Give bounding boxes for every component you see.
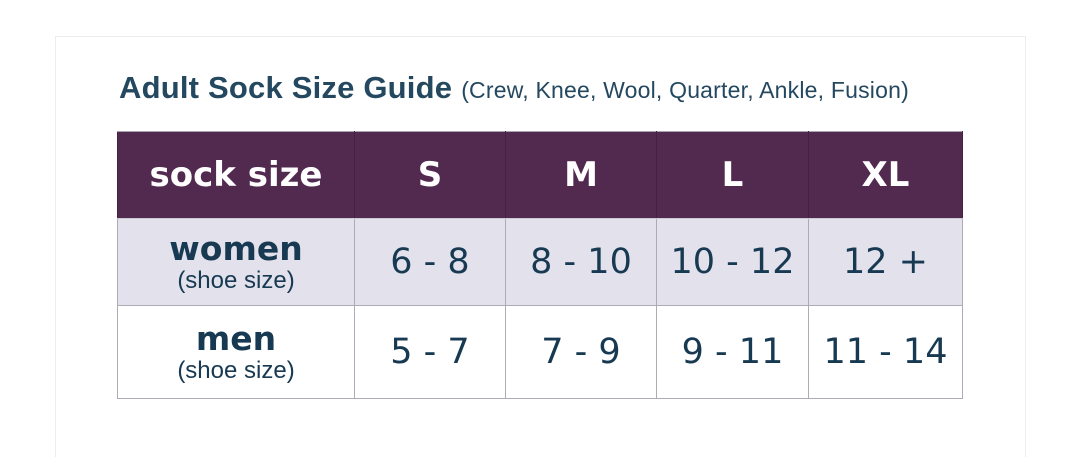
page-title-note: (Crew, Knee, Wool, Quarter, Ankle, Fusio…: [461, 77, 909, 103]
cell-men-l: 9 - 11: [656, 305, 809, 399]
cell-women-m: 8 - 10: [505, 218, 657, 306]
column-header-m: M: [505, 131, 657, 219]
row-sublabel-women: (shoe size): [177, 266, 295, 294]
page-title-row: Adult Sock Size Guide (Crew, Knee, Wool,…: [119, 70, 909, 106]
column-header-l: L: [656, 131, 809, 219]
column-header-sock-size: sock size: [117, 131, 355, 219]
row-sublabel-men: (shoe size): [177, 356, 295, 384]
row-label-women: women: [169, 228, 303, 268]
cell-men-m: 7 - 9: [505, 305, 657, 399]
table-row-women: women (shoe size) 6 - 8 8 - 10 10 - 12 1…: [117, 218, 963, 306]
row-header-women: women (shoe size): [117, 218, 355, 306]
table-header-row: sock size S M L XL: [117, 131, 963, 219]
row-label-men: men: [195, 318, 277, 358]
sock-size-table: sock size S M L XL women (shoe size) 6 -…: [117, 131, 963, 399]
column-header-s: S: [354, 131, 506, 219]
page-title: Adult Sock Size Guide: [119, 70, 453, 105]
cell-men-xl: 11 - 14: [808, 305, 963, 399]
row-header-men: men (shoe size): [117, 305, 355, 399]
cell-women-l: 10 - 12: [656, 218, 809, 306]
cell-men-s: 5 - 7: [354, 305, 506, 399]
column-header-xl: XL: [808, 131, 963, 219]
table-row-men: men (shoe size) 5 - 7 7 - 9 9 - 11 11 - …: [117, 305, 963, 399]
cell-women-s: 6 - 8: [354, 218, 506, 306]
cell-women-xl: 12 +: [808, 218, 963, 306]
